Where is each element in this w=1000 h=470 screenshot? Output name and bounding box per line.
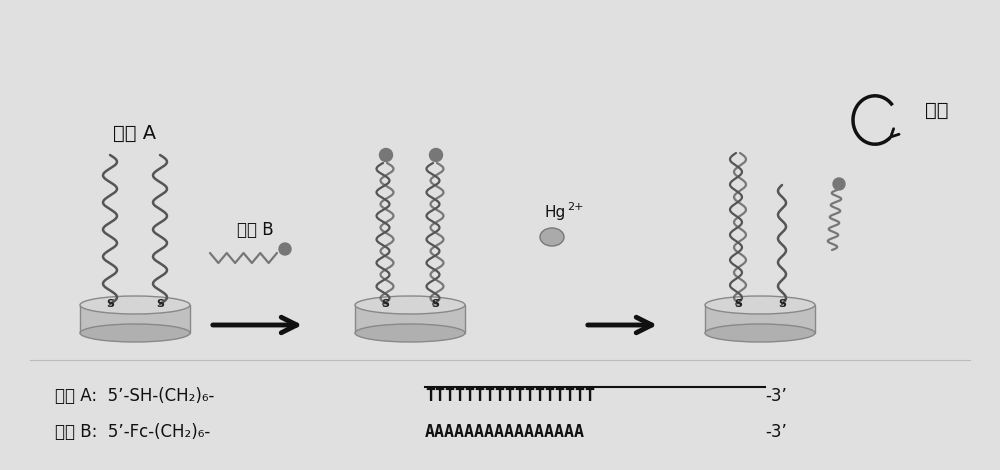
Polygon shape [80,305,190,333]
Text: 探针 A: 探针 A [113,124,157,142]
Text: S: S [734,299,742,309]
Polygon shape [705,305,815,333]
Text: S: S [156,299,164,309]
Text: S: S [381,299,389,309]
Text: S: S [431,299,439,309]
Text: 探针 B:  5’-Fc-(CH₂)₆-: 探针 B: 5’-Fc-(CH₂)₆- [55,423,210,441]
Circle shape [833,178,845,190]
Text: 探针 A:  5’-SH-(CH₂)₆-: 探针 A: 5’-SH-(CH₂)₆- [55,387,214,405]
Text: 探针 B: 探针 B [237,221,273,239]
Ellipse shape [80,324,190,342]
Ellipse shape [80,296,190,314]
Polygon shape [355,305,465,333]
Text: -3’: -3’ [765,387,787,405]
Ellipse shape [355,324,465,342]
Ellipse shape [705,296,815,314]
Text: AAAAAAAAAAAAAAAA: AAAAAAAAAAAAAAAA [425,423,585,441]
Text: Hg: Hg [545,205,566,220]
Ellipse shape [540,228,564,246]
Circle shape [279,243,291,255]
Text: S: S [778,299,786,309]
Text: 2+: 2+ [567,202,584,212]
Text: S: S [106,299,114,309]
Circle shape [379,149,392,162]
Text: 释放: 释放 [925,101,948,119]
Ellipse shape [705,324,815,342]
Ellipse shape [355,296,465,314]
Circle shape [429,149,442,162]
Text: -3’: -3’ [765,423,787,441]
Text: TTTTTTTTTTTTTTTTT: TTTTTTTTTTTTTTTTT [425,387,595,405]
